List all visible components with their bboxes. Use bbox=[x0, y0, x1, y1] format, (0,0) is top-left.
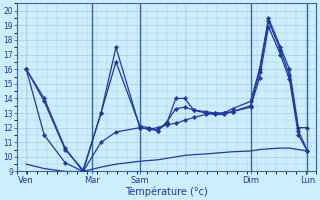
X-axis label: Température (°c): Température (°c) bbox=[125, 186, 208, 197]
